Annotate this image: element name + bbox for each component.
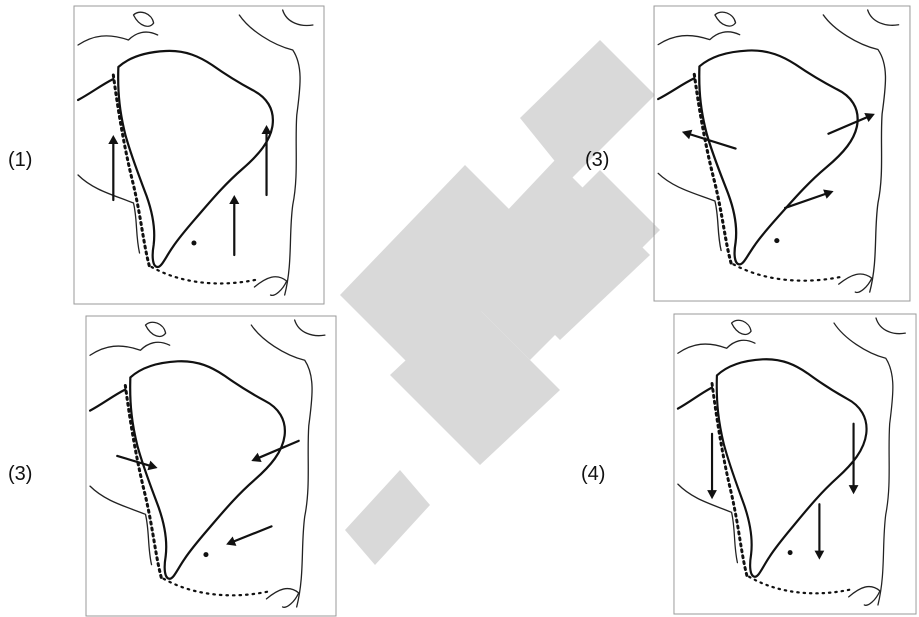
coastline: [866, 9, 900, 26]
subduction-trench: [123, 383, 164, 581]
plate-motion-arrow-icon: [229, 195, 240, 257]
coastline: [89, 341, 171, 356]
plate-boundary: [657, 172, 722, 252]
map-panel-3[interactable]: [85, 315, 337, 617]
mid-ocean-ridge: [250, 324, 313, 608]
plate-motion-arrow-icon: [827, 112, 875, 135]
coastline: [132, 11, 155, 27]
plate-motion-arrow-icon: [814, 503, 825, 560]
plate-motion-arrow-icon: [251, 439, 300, 463]
coastline: [253, 276, 288, 296]
south-america-map-icon: [85, 315, 337, 617]
coastline: [294, 319, 326, 337]
option-label-2: (3): [585, 149, 610, 171]
coastline: [77, 31, 159, 46]
island-dot: [191, 240, 197, 246]
plate-boundary: [748, 575, 855, 595]
plate-motion-arrow-icon: [261, 125, 272, 197]
coastline: [265, 587, 300, 608]
option-label-1: (1): [8, 149, 33, 171]
island-dot: [203, 552, 209, 558]
subduction-trench: [111, 73, 152, 269]
map-panel-4[interactable]: [673, 313, 917, 615]
coastline: [657, 31, 741, 46]
map-frame: [653, 5, 911, 302]
plate-boundary: [77, 174, 141, 254]
island-dot: [787, 550, 793, 556]
south-america-map-icon: [653, 5, 911, 302]
continent-outline: [715, 358, 868, 578]
continent-outline: [117, 49, 274, 269]
map-frame: [673, 313, 917, 615]
coastline: [657, 77, 696, 101]
south-america-map-icon: [73, 5, 325, 305]
continent-outline: [129, 360, 286, 580]
plate-boundary: [89, 485, 153, 566]
coastline: [76, 77, 115, 102]
plate-motion-arrow-icon: [681, 129, 737, 150]
plate-boundary: [732, 263, 846, 282]
plate-motion-arrow-icon: [108, 135, 119, 202]
coastline: [144, 321, 167, 338]
subduction-trench: [710, 381, 749, 579]
island-dot: [774, 238, 780, 244]
coastline: [677, 339, 756, 354]
map-frame: [73, 5, 325, 305]
plate-boundary: [150, 265, 261, 285]
option-label-3: (3): [8, 463, 33, 485]
map-panel-2[interactable]: [653, 5, 911, 302]
coastline: [88, 388, 127, 412]
mid-ocean-ridge: [822, 14, 887, 293]
plate-motion-arrow-icon: [226, 525, 273, 546]
coastline: [848, 585, 881, 606]
continent-outline: [698, 49, 859, 266]
plate-motion-arrow-icon: [116, 454, 158, 471]
map-frame: [85, 315, 337, 617]
plate-motion-arrow-icon: [848, 422, 859, 495]
plate-boundary: [677, 483, 739, 564]
mid-ocean-ridge: [238, 14, 301, 296]
coastline: [875, 317, 906, 335]
map-panel-1[interactable]: [73, 5, 325, 305]
coastline: [676, 386, 714, 410]
south-america-map-icon: [673, 313, 917, 615]
coastline: [714, 11, 737, 27]
coastline: [838, 273, 873, 294]
plate-boundary: [162, 577, 273, 597]
coastline: [282, 9, 314, 27]
coastline: [730, 319, 752, 336]
plate-motion-arrow-icon: [783, 189, 834, 210]
subduction-trench: [692, 72, 733, 266]
mid-ocean-ridge: [833, 322, 894, 606]
option-label-4: (4): [581, 463, 606, 485]
plate-motion-arrow-icon: [707, 432, 717, 500]
